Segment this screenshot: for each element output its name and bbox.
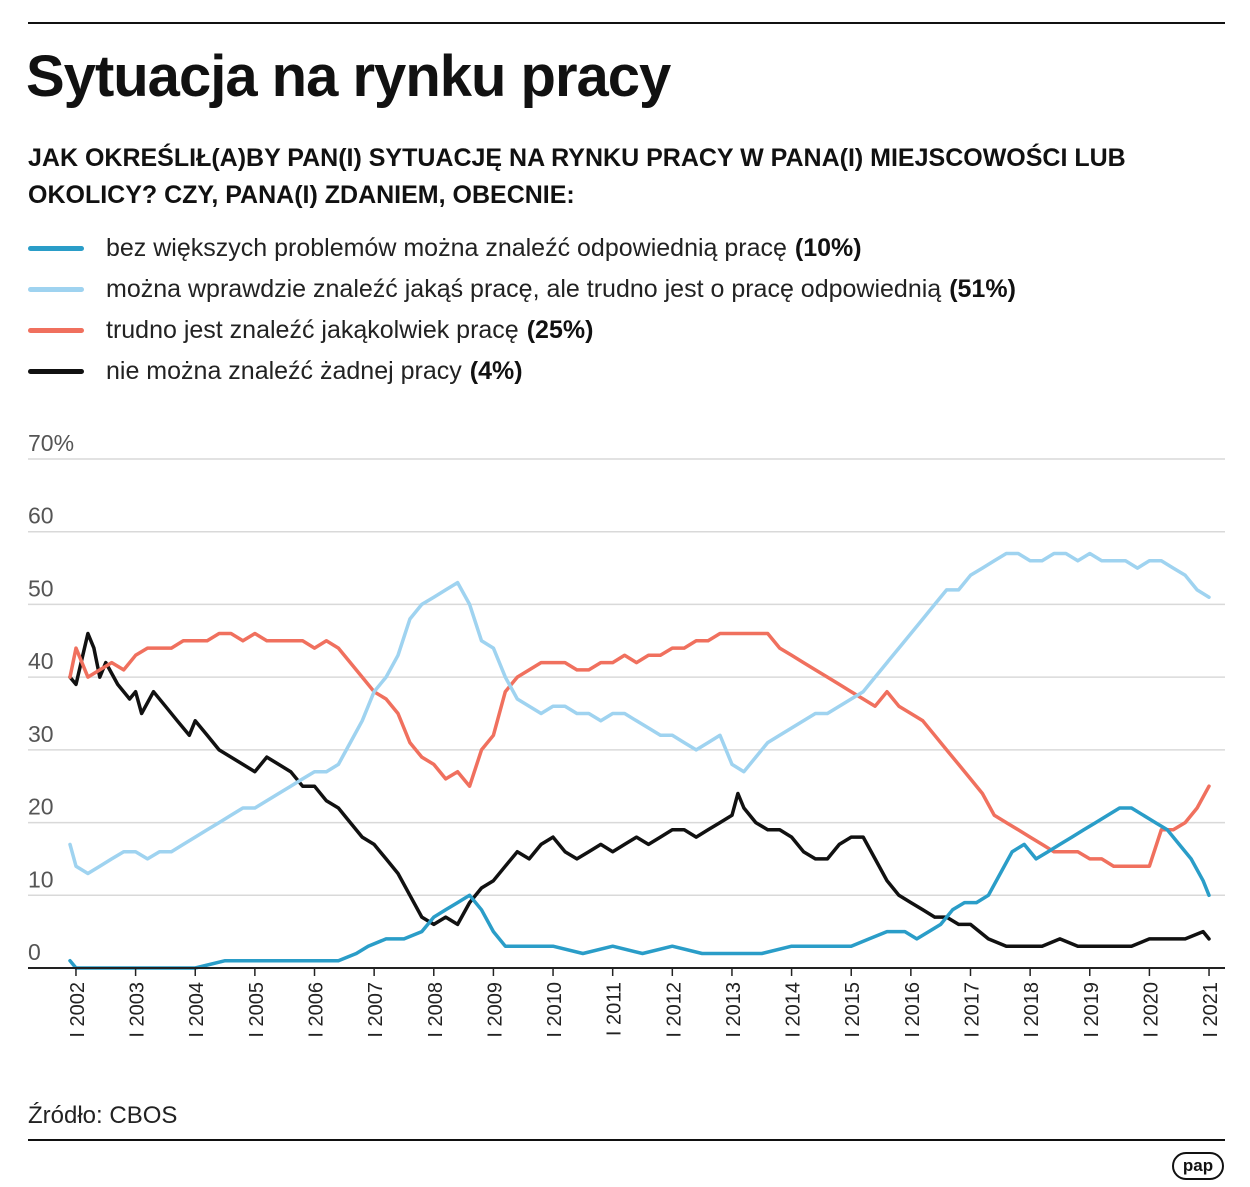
legend-pct-hard: (25%) — [526, 316, 594, 344]
series-line-1 — [68, 631, 1211, 868]
y-tick-label: 50 — [28, 575, 54, 601]
x-tick-label: I 2015 — [842, 982, 864, 1038]
x-tick-label: I 2014 — [783, 982, 805, 1038]
legend-swatch-none — [28, 369, 84, 374]
x-tick-label: I 2010 — [544, 982, 566, 1038]
y-tick-label: 20 — [28, 794, 54, 820]
x-tick-label: I 2007 — [365, 982, 387, 1038]
x-tick-label: I 2004 — [186, 982, 208, 1038]
series-layer — [68, 551, 1211, 970]
y-tick-label: 0 — [28, 939, 41, 965]
top-rule — [28, 22, 1225, 24]
x-tick-label: I 2020 — [1140, 982, 1162, 1038]
legend-swatch-good — [28, 246, 84, 251]
x-tick-label: I 2019 — [1081, 982, 1103, 1038]
x-tick-label: I 2003 — [127, 982, 149, 1038]
x-tick-label: I 2016 — [902, 982, 924, 1038]
y-tick-label: 60 — [28, 503, 54, 529]
y-tick-label: 30 — [28, 721, 54, 747]
x-tick-label: I 2021 — [1200, 982, 1222, 1038]
x-tick-label: I 2009 — [484, 982, 506, 1038]
y-tick-label: 10 — [28, 866, 54, 892]
pap-logo: pap — [1172, 1152, 1224, 1180]
source-note: Źródło: CBOS — [28, 1102, 178, 1129]
legend-swatch-some-work — [28, 287, 84, 292]
x-tick-label: I 2005 — [246, 982, 268, 1038]
x-tick-label: I 2018 — [1021, 982, 1043, 1038]
y-tick-label: 40 — [28, 648, 54, 674]
x-tick-label: I 2006 — [306, 982, 328, 1038]
series-line-2 — [68, 551, 1211, 876]
legend-item-some-work: można wprawdzie znaleźć jakąś pracę, ale… — [28, 269, 1228, 310]
legend-item-good: bez większych problemów można znaleźć od… — [28, 228, 1228, 269]
legend-pct-some-work: (51%) — [949, 275, 1016, 303]
x-tick-label: I 2012 — [663, 982, 685, 1038]
grid-layer — [28, 458, 1225, 897]
x-tick-label: I 2017 — [961, 982, 983, 1038]
series-line-0 — [68, 631, 1211, 948]
legend-pct-good: (10%) — [794, 234, 862, 262]
x-tick-label: I 2013 — [723, 982, 745, 1038]
x-tick-label: I 2002 — [67, 982, 89, 1038]
legend-label-hard: trudno jest znaleźć jakąkolwiek pracę — [106, 316, 519, 344]
legend-item-none: nie można znaleźć żadnej pracy (4%) — [28, 351, 1228, 392]
legend-item-hard: trudno jest znaleźć jakąkolwiek pracę (2… — [28, 310, 1228, 351]
y-tick-label: 70% — [28, 430, 74, 456]
legend-label-good: bez większych problemów można znaleźć od… — [106, 234, 787, 262]
bottom-rule — [28, 1139, 1225, 1141]
line-chart: 0 10 20 30 40 50 60 70% I 2002 I 2003 I 2004 I 2005… — [28, 430, 1225, 1038]
legend-pct-none: (4%) — [469, 357, 523, 385]
legend-label-none: nie można znaleźć żadnej pracy — [106, 357, 462, 385]
legend-label-some-work: można wprawdzie znaleźć jakąś pracę, ale… — [106, 275, 942, 303]
pap-logo-text: pap — [1183, 1156, 1213, 1175]
legend-swatch-hard — [28, 328, 84, 333]
x-tick-label: I 2008 — [425, 982, 447, 1038]
chart-title: Sytuacja na rynku pracy — [26, 44, 671, 109]
survey-question: JAK OKREŚLIŁ(A)BY PAN(I) SYTUACJĘ NA RYN… — [28, 144, 1126, 209]
series-line-3 — [68, 806, 1211, 970]
legend: bez większych problemów można znaleźć od… — [28, 228, 1228, 392]
x-tick-label: I 2011 — [604, 982, 626, 1036]
axis-layer: 0 10 20 30 40 50 60 70% I 2002 I 2003 I 2004 I 2005… — [28, 430, 1225, 1038]
